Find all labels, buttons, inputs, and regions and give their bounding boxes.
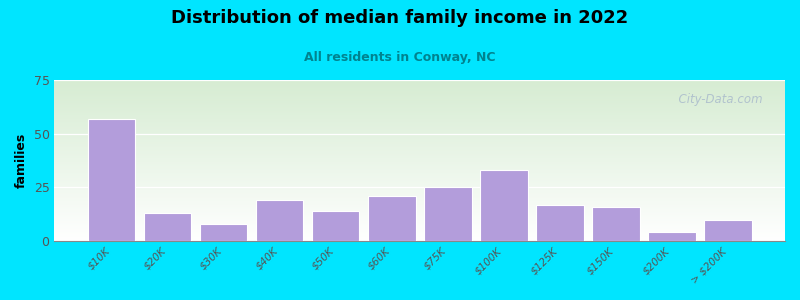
Bar [480, 170, 528, 241]
Bar [312, 211, 359, 241]
Bar [256, 200, 303, 241]
Bar [144, 213, 191, 241]
Bar [648, 232, 696, 241]
Y-axis label: families: families [15, 133, 28, 188]
Bar [704, 220, 752, 241]
Bar [592, 207, 640, 241]
Text: All residents in Conway, NC: All residents in Conway, NC [304, 51, 496, 64]
Text: Distribution of median family income in 2022: Distribution of median family income in … [171, 9, 629, 27]
Bar [536, 205, 584, 241]
Bar [200, 224, 247, 241]
Bar [88, 119, 135, 241]
Text: City-Data.com: City-Data.com [671, 93, 763, 106]
Bar [368, 196, 415, 241]
Bar [424, 188, 471, 241]
